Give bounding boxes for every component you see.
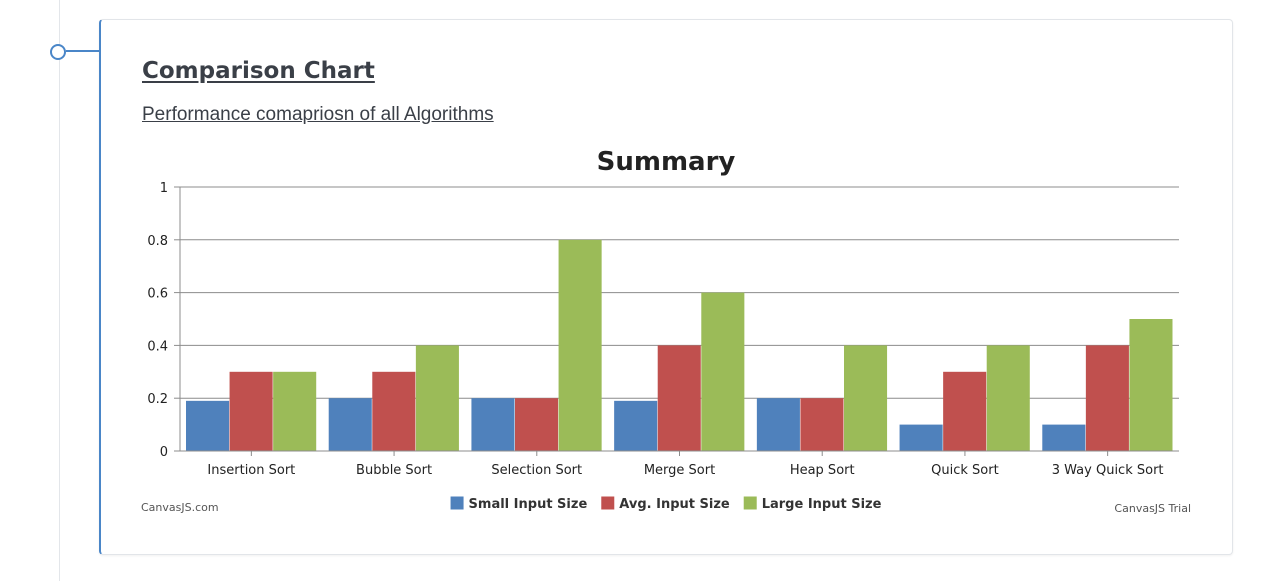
bar-3-2[interactable] [415, 345, 459, 451]
legend-swatch [743, 496, 757, 510]
x-tick-label: Heap Sort [790, 463, 855, 478]
timeline-node-icon [50, 44, 66, 60]
card-subtitle-link[interactable]: Performance comapriosn of all Algorithms [142, 104, 494, 125]
bar-3-6[interactable] [986, 345, 1030, 451]
x-axis-ticks: Insertion Sort Bubble Sort Selection Sort M… [207, 451, 1164, 478]
x-tick-label: 3 Way Quick Sort [1052, 463, 1164, 478]
bar-3-7[interactable] [1129, 319, 1173, 451]
bar-1-3[interactable] [471, 398, 515, 451]
credit-right: CanvasJS Trial [1114, 502, 1191, 515]
x-tick-label: Quick Sort [931, 463, 999, 478]
bar-2-2[interactable] [372, 371, 416, 451]
legend-item[interactable]: Small Input Size [450, 496, 588, 513]
legend-label: Avg. Input Size [619, 497, 730, 512]
timeline-connector [66, 50, 100, 52]
bar-2-1[interactable] [229, 371, 273, 451]
chart-title: Summary [597, 147, 736, 177]
y-tick-label: 0 [160, 445, 168, 460]
credit-left[interactable]: CanvasJS.com [141, 501, 219, 514]
bar-2-7[interactable] [1085, 345, 1129, 451]
x-tick-label: Insertion Sort [207, 463, 295, 478]
bar-1-2[interactable] [328, 398, 372, 451]
legend-swatch [601, 496, 615, 510]
timeline-line [59, 0, 60, 581]
bar-3-3[interactable] [558, 239, 602, 451]
y-tick-label: 0.8 [147, 234, 168, 249]
bar-2-6[interactable] [943, 371, 987, 451]
card-title-link[interactable]: Comparison Chart [142, 58, 375, 84]
legend: Small Input Size Avg. Input Size Large Inp… [450, 496, 882, 513]
legend-swatch [450, 496, 464, 510]
legend-label: Small Input Size [469, 497, 588, 512]
bar-3-4[interactable] [701, 292, 745, 451]
bar-1-5[interactable] [756, 398, 800, 451]
legend-item[interactable]: Large Input Size [743, 496, 882, 513]
bar-2-5[interactable] [800, 398, 844, 451]
legend-label: Large Input Size [762, 497, 882, 512]
bar-1-6[interactable] [899, 424, 943, 451]
bars [186, 239, 1173, 451]
bar-2-3[interactable] [515, 398, 559, 451]
x-tick-label: Bubble Sort [356, 463, 432, 478]
y-tick-label: 1 [160, 181, 168, 196]
bar-1-4[interactable] [614, 400, 658, 451]
bar-1-1[interactable] [186, 400, 230, 451]
bar-1-7[interactable] [1042, 424, 1086, 451]
comparison-card: Comparison Chart Performance comapriosn … [99, 19, 1233, 555]
y-tick-label: 0.4 [147, 339, 168, 354]
x-tick-label: Merge Sort [644, 463, 715, 478]
legend-item[interactable]: Avg. Input Size [601, 496, 730, 513]
bar-2-4[interactable] [657, 345, 701, 451]
y-axis-ticks: 0 0.2 0.4 0.6 0.8 1 [147, 181, 180, 460]
bar-3-1[interactable] [273, 371, 317, 451]
bar-3-5[interactable] [844, 345, 888, 451]
y-tick-label: 0.6 [147, 287, 168, 302]
x-tick-label: Selection Sort [491, 463, 582, 478]
y-tick-label: 0.2 [147, 392, 168, 407]
